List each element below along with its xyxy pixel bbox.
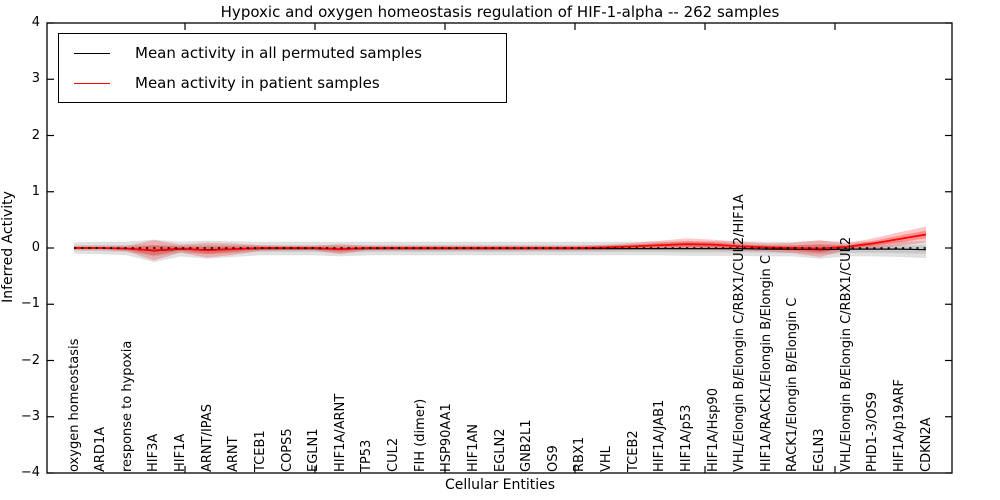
x-tick-label: ARD1A	[93, 426, 109, 472]
x-tick-label: HIF1A/p19ARF	[891, 379, 907, 472]
patient-std-band	[74, 226, 926, 261]
x-tick-label: HIF1AN	[465, 424, 481, 472]
y-tick-label: −1	[20, 296, 40, 312]
x-tick-label: RBX1	[572, 436, 588, 472]
x-tick-label: ARNT/IPAS	[199, 404, 215, 472]
y-tick-label: 1	[31, 183, 40, 199]
y-tick-label: 4	[31, 15, 40, 30]
x-tick-label: response to hypoxia	[119, 340, 135, 472]
x-tick-label: HIF1A	[173, 433, 188, 472]
x-tick-label: COPS5	[279, 428, 295, 472]
x-tick-label: VHL/Elongin B/Elongin C/RBX1/CUL2/HIF1A	[732, 194, 748, 472]
legend-label-permuted: Mean activity in all permuted samples	[135, 44, 422, 62]
x-tick-label: HIF3A	[146, 433, 162, 472]
x-tick-label: oxygen homeostasis	[66, 338, 82, 472]
x-tick-label: HIF1A/JAB1	[652, 399, 668, 472]
y-tick-label: 2	[31, 127, 40, 143]
y-tick-label: 3	[31, 71, 40, 87]
x-tick-label: EGLN3	[812, 428, 827, 472]
x-tick-label: FIH (dimer)	[412, 398, 428, 472]
x-tick-label: EGLN1	[306, 428, 322, 472]
x-tick-label: CUL2	[386, 437, 401, 472]
x-tick-label: GNB2L1	[519, 419, 535, 472]
x-tick-label: HIF1A/p53	[678, 404, 694, 472]
y-tick-label: 0	[31, 240, 40, 255]
legend: Mean activity in all permuted samples Me…	[58, 33, 507, 103]
x-axis-label: Cellular Entities	[444, 477, 556, 493]
x-tick-label: TP53	[359, 439, 375, 472]
chart-title: Hypoxic and oxygen homeostasis regulatio…	[220, 3, 780, 21]
patient-std-band-inner	[74, 230, 926, 256]
x-tick-label: RACK1/Elongin B/Elongin C	[785, 297, 801, 472]
x-tick-label: OS9	[545, 445, 561, 472]
legend-label-patient: Mean activity in patient samples	[135, 74, 380, 92]
x-tick-label: TCEB1	[252, 430, 268, 472]
legend-entry-permuted: Mean activity in all permuted samples	[59, 38, 506, 68]
y-tick-label: −2	[20, 352, 40, 368]
x-tick-label: EGLN2	[492, 428, 508, 472]
x-tick-label: ARNT	[226, 436, 242, 472]
red-line-swatch	[74, 82, 110, 84]
x-tick-label: HSP90AA1	[439, 403, 455, 472]
x-tick-label: HIF1A/RACK1/Elongin B/Elongin C	[758, 255, 774, 472]
x-tick-label: CDKN2A	[918, 417, 934, 472]
x-tick-label: VHL/Elongin B/Elongin C/RBX1/CUL2	[838, 236, 854, 472]
black-line-swatch	[74, 52, 110, 54]
x-tick-label: HIF1A/ARNT	[332, 393, 348, 472]
y-tick-label: −4	[20, 465, 40, 480]
x-tick-label: PHD1-3/OS9	[865, 392, 881, 472]
y-tick-label: −3	[20, 408, 40, 424]
x-tick-label: VHL	[599, 446, 614, 472]
legend-entry-patient: Mean activity in patient samples	[59, 68, 506, 98]
x-tick-label: HIF1A/Hsp90	[705, 388, 721, 472]
x-tick-label: TCEB2	[625, 430, 641, 472]
